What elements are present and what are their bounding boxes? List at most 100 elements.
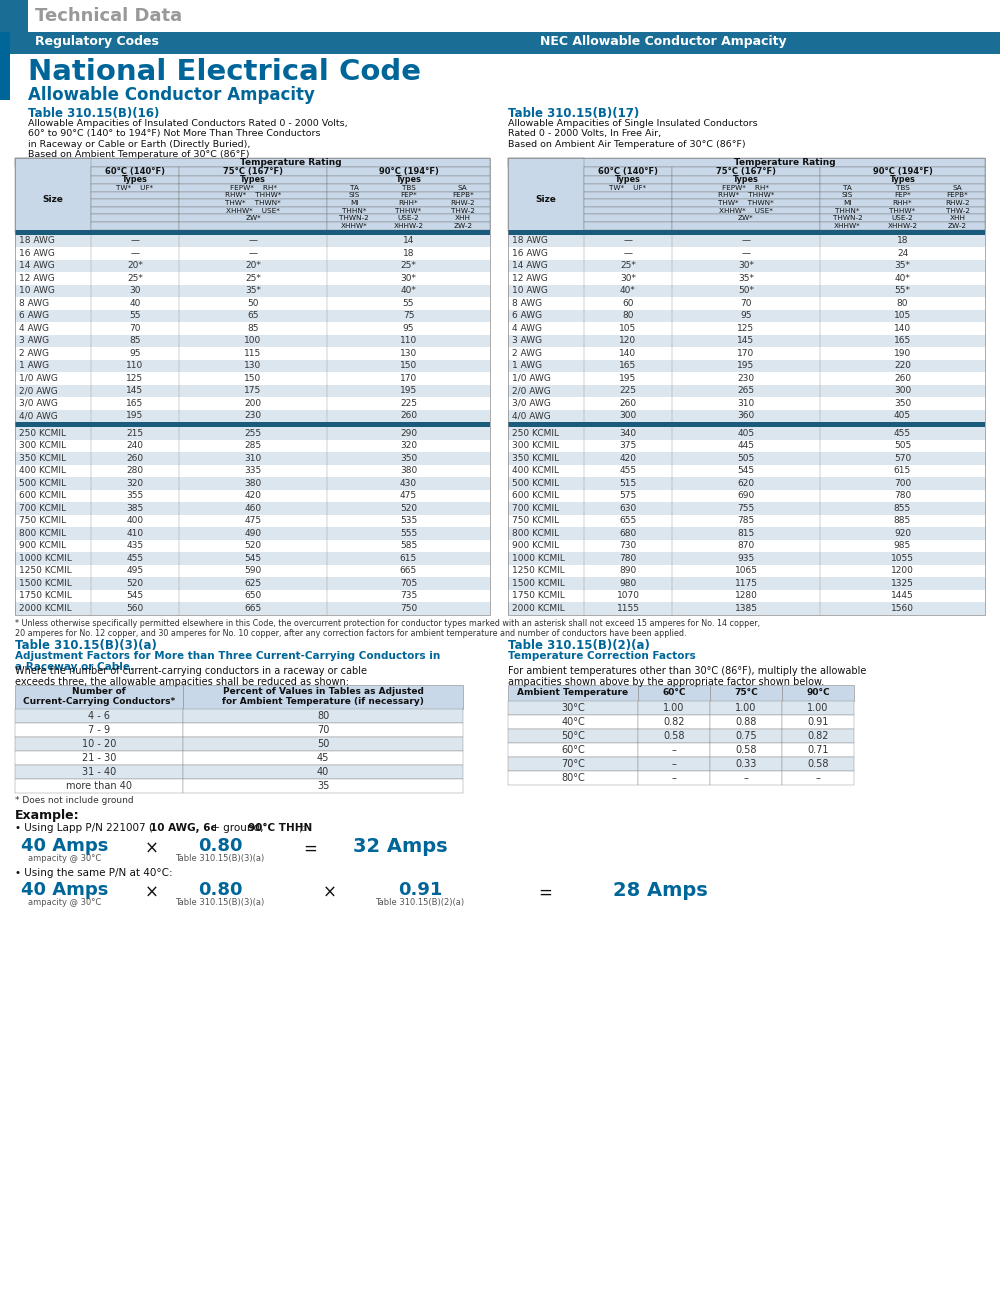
Text: 1200: 1200 [891,566,914,575]
Text: FEP*: FEP* [400,192,417,199]
Text: 75°C: 75°C [734,688,758,697]
Text: —: — [130,249,140,258]
Text: 900 KCMIL: 900 KCMIL [19,541,66,550]
Text: 1500 KCMIL: 1500 KCMIL [512,579,565,588]
Text: Adjustment Factors for More than Three Current-Carrying Conductors in
a Raceway : Adjustment Factors for More than Three C… [15,650,440,672]
Bar [15,427,490,440]
Text: • Using Lapp P/N 221007 (: • Using Lapp P/N 221007 ( [15,823,153,832]
Bar [638,757,710,771]
Text: 700 KCMIL: 700 KCMIL [19,504,66,513]
Text: 175: 175 [244,387,262,396]
Bar [508,335,985,347]
Text: 95: 95 [129,349,141,358]
Text: 110: 110 [400,336,417,345]
Text: 18 AWG: 18 AWG [512,236,548,245]
Text: 95: 95 [403,323,414,332]
Bar [179,177,327,184]
Text: 250 KCMIL: 250 KCMIL [512,428,559,437]
Text: 3/0 AWG: 3/0 AWG [19,398,58,408]
Text: 0.58: 0.58 [663,731,685,741]
Bar [638,728,710,742]
Text: 70: 70 [740,299,752,308]
Bar [508,478,985,489]
Bar [508,602,985,614]
Text: ampacity @ 30°C: ampacity @ 30°C [28,854,102,863]
Text: 1385: 1385 [734,604,758,613]
Bar [508,440,985,452]
Text: 600 KCMIL: 600 KCMIL [19,492,66,500]
Text: THW-2: THW-2 [451,208,475,214]
Text: 8 AWG: 8 AWG [512,299,542,308]
Bar [508,235,985,247]
Text: Table 310.15(B)(3)(a): Table 310.15(B)(3)(a) [15,639,157,652]
Bar [672,199,820,206]
Bar [15,158,490,167]
Text: * Unless otherwise specifically permitted elsewhere in this Code, the overcurren: * Unless otherwise specifically permitte… [15,619,760,639]
Text: 1445: 1445 [891,592,914,601]
Text: 750 KCMIL: 750 KCMIL [19,517,66,526]
Text: SA: SA [458,184,468,191]
Text: 4 - 6: 4 - 6 [88,710,110,720]
Bar [327,214,490,222]
Text: 7 - 9: 7 - 9 [88,724,110,735]
Bar [820,222,985,230]
Bar [508,158,584,232]
Text: 350: 350 [894,398,911,408]
Bar [584,222,672,230]
Bar [15,384,490,397]
Bar [15,347,490,360]
Text: 14 AWG: 14 AWG [512,261,548,270]
Bar [15,422,490,427]
Text: MI: MI [843,200,852,206]
Bar [508,465,985,478]
Text: XHHW*: XHHW* [341,223,368,228]
Text: 1155: 1155 [616,604,640,613]
Text: 665: 665 [400,566,417,575]
Text: 355: 355 [126,492,144,500]
Text: SA: SA [953,184,962,191]
Text: 12 AWG: 12 AWG [19,274,55,283]
Text: 50°C: 50°C [561,731,585,741]
Text: 6 AWG: 6 AWG [19,312,49,321]
Text: THW-2: THW-2 [946,208,970,214]
Text: 520: 520 [126,579,144,588]
Text: ×: × [145,884,159,902]
Bar [15,440,490,452]
Text: 10 AWG: 10 AWG [512,287,548,296]
Text: 700 KCMIL: 700 KCMIL [512,504,559,513]
Text: –: – [672,745,676,754]
Text: 260: 260 [126,454,144,463]
Text: 10 AWG: 10 AWG [19,287,55,296]
Text: Types: Types [396,175,421,184]
Text: 195: 195 [619,374,637,383]
Bar [91,199,179,206]
Bar [672,206,820,214]
Text: 40°C: 40°C [561,716,585,727]
Text: TBS: TBS [402,184,415,191]
Text: RHW-2: RHW-2 [945,200,970,206]
Bar [584,177,672,184]
Text: 35*: 35* [895,261,910,270]
Bar [508,728,638,742]
Text: 70: 70 [129,323,141,332]
Bar [508,410,985,422]
Text: 80: 80 [622,312,634,321]
Bar [15,247,490,260]
Text: 165: 165 [894,336,911,345]
Text: ZW*: ZW* [738,215,754,221]
Text: 125: 125 [737,323,755,332]
Text: Table 310.15(B)(17): Table 310.15(B)(17) [508,106,639,119]
Bar [327,184,490,192]
Text: 855: 855 [894,504,911,513]
Text: 4 AWG: 4 AWG [512,323,542,332]
Text: 780: 780 [619,554,637,563]
Text: 32 Amps: 32 Amps [353,837,447,855]
Bar [91,214,179,222]
Text: 40: 40 [317,767,329,776]
Text: —: — [130,236,140,245]
Text: 3 AWG: 3 AWG [19,336,49,345]
Bar [327,177,490,184]
Text: 3/0 AWG: 3/0 AWG [512,398,551,408]
Text: 1250 KCMIL: 1250 KCMIL [19,566,72,575]
Text: 300 KCMIL: 300 KCMIL [19,441,66,450]
